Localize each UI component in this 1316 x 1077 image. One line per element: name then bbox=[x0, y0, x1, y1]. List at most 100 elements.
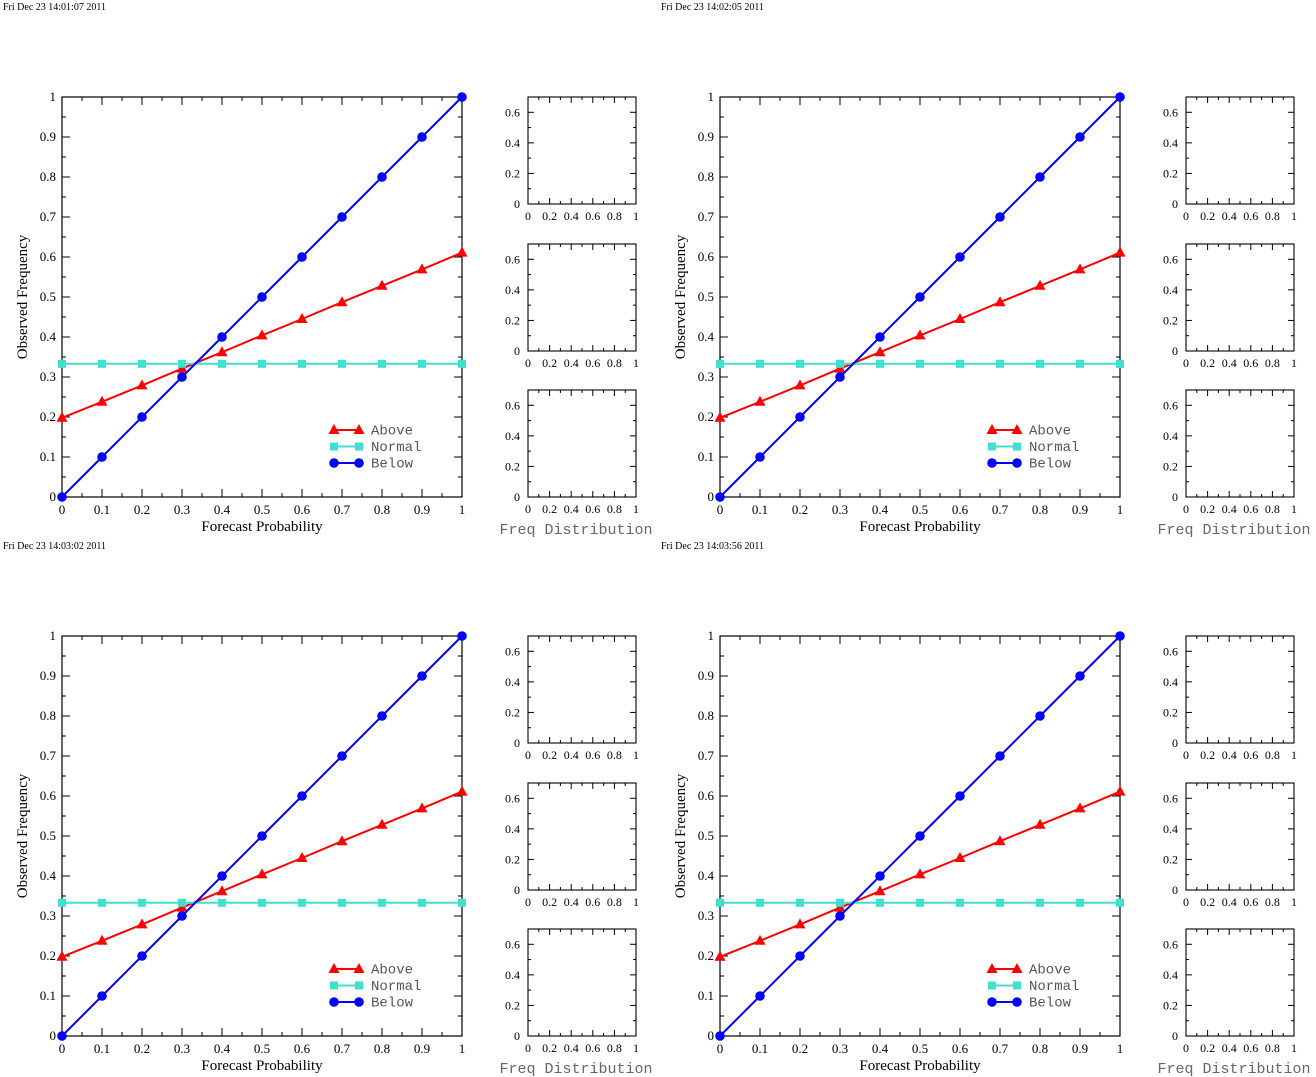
hist-x-tick-label: 1 bbox=[633, 748, 639, 762]
histogram-frame bbox=[527, 782, 637, 891]
hist-y-tick-label: 0.4 bbox=[505, 822, 520, 836]
hist-x-tick-label: 0.8 bbox=[607, 748, 622, 762]
timestamp: Fri Dec 23 14:02:05 2011 bbox=[661, 2, 764, 13]
hist-y-tick-label: 0.2 bbox=[1163, 166, 1178, 180]
legend-marker bbox=[1011, 963, 1023, 973]
x-tick-label: 0 bbox=[717, 502, 724, 517]
hist-x-tick-label: 0 bbox=[525, 1041, 531, 1055]
x-tick-label: 1 bbox=[459, 502, 466, 517]
hist-x-tick-label: 0.2 bbox=[1200, 356, 1215, 370]
y-tick-label: 0.8 bbox=[698, 708, 714, 723]
y-tick-label: 0.5 bbox=[40, 289, 56, 304]
hist-x-tick-label: 0.8 bbox=[1265, 502, 1280, 516]
data-point bbox=[715, 492, 725, 502]
y-tick-label: 1 bbox=[50, 89, 57, 104]
y-tick-label: 0.5 bbox=[698, 828, 714, 843]
hist-x-tick-label: 0.2 bbox=[542, 1041, 557, 1055]
hist-x-tick-label: 0.4 bbox=[1222, 502, 1237, 516]
hist-x-tick-label: 1 bbox=[633, 1041, 639, 1055]
legend-marker bbox=[329, 458, 339, 468]
data-point bbox=[754, 934, 766, 945]
legend-label: Above bbox=[1029, 963, 1071, 979]
data-point bbox=[216, 346, 228, 357]
x-tick-label: 0.1 bbox=[752, 502, 768, 517]
freq-histogram: 0 0.2 0.4 0.6 0.8 1 0 0.2 0.4 0.6 bbox=[1163, 782, 1297, 909]
legend-label: Below bbox=[1029, 996, 1072, 1012]
hist-y-tick-label: 0.6 bbox=[1163, 937, 1178, 951]
hist-x-tick-label: 1 bbox=[1291, 1041, 1297, 1055]
data-point bbox=[57, 492, 67, 502]
data-point bbox=[336, 296, 348, 307]
x-tick-label: 0.7 bbox=[992, 1041, 1009, 1056]
series-above bbox=[714, 246, 1126, 422]
data-point bbox=[956, 898, 964, 907]
data-point bbox=[915, 292, 925, 302]
hist-x-tick-label: 1 bbox=[633, 502, 639, 516]
x-tick-label: 0.8 bbox=[1032, 1041, 1048, 1056]
legend-label: Below bbox=[1029, 457, 1072, 473]
data-point bbox=[1034, 818, 1046, 829]
data-point bbox=[1115, 92, 1125, 102]
x-tick-label: 0.1 bbox=[94, 1041, 110, 1056]
y-tick-label: 0.2 bbox=[698, 409, 714, 424]
legend-label: Above bbox=[371, 963, 413, 979]
hist-x-tick-label: 0.6 bbox=[1243, 895, 1258, 909]
y-tick-label: 0.7 bbox=[40, 209, 57, 224]
y-tick-label: 1 bbox=[708, 628, 715, 643]
data-point bbox=[337, 751, 347, 761]
freq-distribution-label: Freq Distribution bbox=[1157, 522, 1310, 539]
data-point bbox=[218, 359, 226, 368]
hist-x-tick-label: 0.6 bbox=[1243, 356, 1258, 370]
data-point bbox=[376, 279, 388, 290]
data-point bbox=[1035, 711, 1045, 721]
hist-x-tick-label: 0.8 bbox=[607, 209, 622, 223]
data-point bbox=[337, 212, 347, 222]
y-tick-label: 0.8 bbox=[698, 169, 714, 184]
legend-marker bbox=[988, 981, 996, 990]
data-point bbox=[876, 898, 884, 907]
hist-x-tick-label: 0.2 bbox=[542, 748, 557, 762]
legend-marker bbox=[329, 997, 339, 1007]
hist-x-tick-label: 0.2 bbox=[1200, 748, 1215, 762]
hist-y-tick-label: 0.6 bbox=[505, 105, 520, 119]
data-point bbox=[996, 359, 1004, 368]
hist-x-tick-label: 1 bbox=[1291, 502, 1297, 516]
data-point bbox=[416, 263, 428, 274]
data-point bbox=[456, 785, 468, 796]
y-tick-label: 0.9 bbox=[698, 668, 714, 683]
data-point bbox=[994, 835, 1006, 846]
legend-marker bbox=[1013, 981, 1021, 990]
data-point bbox=[376, 818, 388, 829]
hist-x-tick-label: 1 bbox=[1291, 748, 1297, 762]
data-point bbox=[257, 292, 267, 302]
legend-label: Below bbox=[371, 996, 414, 1012]
data-point bbox=[456, 246, 468, 257]
hist-y-tick-label: 0.4 bbox=[1163, 822, 1178, 836]
data-point bbox=[298, 898, 306, 907]
hist-y-tick-label: 0.6 bbox=[505, 937, 520, 951]
y-tick-label: 0.7 bbox=[40, 748, 57, 763]
data-point bbox=[1116, 359, 1124, 368]
data-point bbox=[794, 379, 806, 390]
legend-marker bbox=[328, 424, 340, 434]
data-point bbox=[955, 252, 965, 262]
data-point bbox=[1076, 359, 1084, 368]
hist-y-tick-label: 0.6 bbox=[1163, 398, 1178, 412]
hist-x-tick-label: 1 bbox=[633, 895, 639, 909]
data-point bbox=[995, 751, 1005, 761]
freq-distribution-label: Freq Distribution bbox=[1157, 1061, 1310, 1077]
data-point bbox=[1116, 898, 1124, 907]
data-point bbox=[457, 92, 467, 102]
data-point bbox=[256, 868, 268, 879]
histogram-frame bbox=[527, 96, 637, 205]
hist-y-tick-label: 0 bbox=[514, 1029, 520, 1043]
hist-x-tick-label: 0.8 bbox=[1265, 895, 1280, 909]
data-point bbox=[796, 898, 804, 907]
x-tick-label: 1 bbox=[459, 1041, 466, 1056]
data-point bbox=[1076, 898, 1084, 907]
x-tick-label: 0.5 bbox=[254, 1041, 270, 1056]
hist-y-tick-label: 0.6 bbox=[505, 398, 520, 412]
freq-histogram: 0 0.2 0.4 0.6 0.8 1 0 0.2 0.4 0.6 bbox=[505, 96, 639, 223]
hist-y-tick-label: 0.6 bbox=[1163, 644, 1178, 658]
